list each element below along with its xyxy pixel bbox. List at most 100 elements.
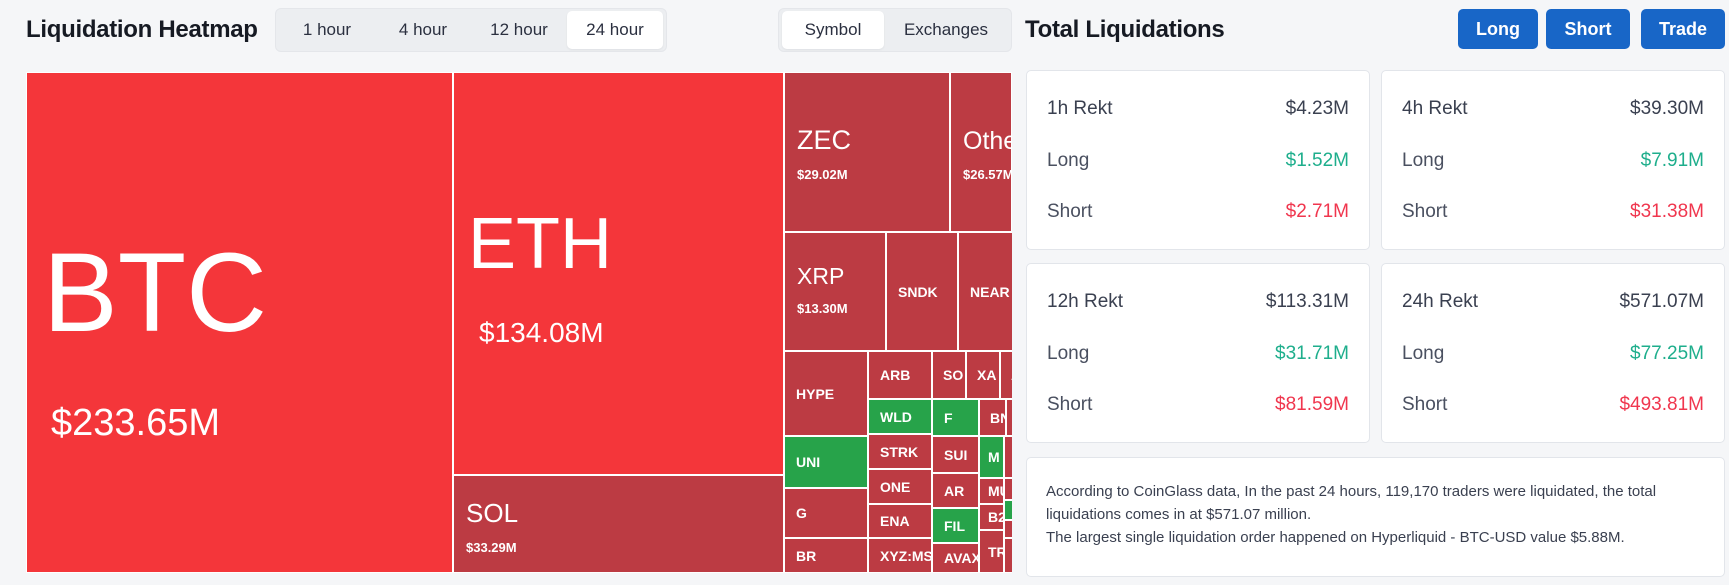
tab-4-hour[interactable]: 4 hour (398, 20, 448, 39)
long-value: $7.91M (1640, 150, 1704, 171)
treemap-cell-arb[interactable]: ARB (868, 351, 932, 399)
card-total: $39.30M (1630, 98, 1704, 119)
cell-value: $33.29M (466, 540, 517, 555)
treemap-cell-bn[interactable]: BN (979, 399, 1006, 436)
grouping-selector: Symbol Exchanges (778, 8, 1012, 52)
treemap-cell-p[interactable]: P (1004, 478, 1012, 500)
treemap-cell-br[interactable]: BR (784, 538, 868, 573)
cell-symbol: BR (796, 547, 817, 564)
card-title: 24h Rekt (1402, 291, 1479, 312)
cell-symbol: F (944, 409, 953, 426)
cell-symbol: NEAR (970, 283, 1010, 300)
treemap-cell-sui[interactable]: SUI (932, 436, 979, 473)
cell-symbol: Others (963, 127, 1011, 155)
cell-value: $233.65M (51, 402, 221, 444)
treemap-cell-wld[interactable]: WLD (868, 399, 932, 434)
treemap-cell-zec[interactable]: ZEC $29.02M (784, 72, 950, 232)
treemap-cell-eth[interactable]: ETH $134.08M (453, 72, 784, 475)
cell-value: $26.57M (963, 167, 1012, 182)
treemap-cell-avax[interactable]: AVAX (932, 543, 979, 573)
short-label: Short (1047, 201, 1093, 222)
long-label: Long (1047, 343, 1090, 364)
treemap-cell-b2[interactable]: B2 (979, 504, 1004, 530)
rekt-card-24h: 24h Rekt $571.07M Long $77.25M Short $493.8… (1381, 263, 1725, 443)
treemap-cell-sndk[interactable]: SNDK (886, 232, 958, 351)
treemap-cell-xyz-ms[interactable]: XYZ:MS (868, 538, 932, 573)
cell-symbol: AR (944, 482, 965, 499)
treemap-cell-m[interactable]: M (979, 436, 1004, 478)
card-total: $4.23M (1285, 98, 1349, 119)
tab-24-hour[interactable]: 24 hour (567, 11, 663, 49)
treemap-cell-xa[interactable]: XA (966, 351, 1000, 399)
short-label: Short (1402, 201, 1448, 222)
tab-exchanges[interactable]: Exchanges (903, 20, 989, 39)
treemap-cell-tr[interactable]: TR (979, 530, 1004, 573)
treemap-cell-ena[interactable]: ENA (868, 504, 932, 538)
long-label: Long (1402, 150, 1445, 171)
cell-symbol: ETH (468, 204, 612, 284)
treemap-cell-f[interactable]: F (932, 399, 979, 436)
cell-symbol: G (796, 505, 807, 521)
cell-symbol: ARB (880, 367, 911, 383)
cell-symbol: ZEC (797, 125, 851, 155)
cell-symbol: B2 (988, 509, 1003, 525)
short-value: $2.71M (1285, 201, 1349, 222)
cell-symbol: M (988, 449, 1000, 465)
timeframe-selector: 1 hour 4 hour 12 hour 24 hour (275, 8, 667, 52)
treemap-cell-uni[interactable]: UNI (784, 436, 868, 488)
cell-symbol: ONE (880, 478, 911, 495)
cell-symbol: XRP (797, 263, 845, 289)
cell-value: $29.02M (797, 167, 848, 182)
long-label: Long (1402, 343, 1445, 364)
treemap-cell-one[interactable]: ONE (868, 469, 932, 504)
rekt-card-1h: 1h Rekt $4.23M Long $1.52M Short $2.71M (1026, 70, 1370, 250)
treemap-cell-ar[interactable]: AR (932, 473, 979, 508)
cell-symbol: MU (988, 483, 1003, 499)
card-title: 12h Rekt (1047, 291, 1124, 312)
summary-line: The largest single liquidation order hap… (1046, 529, 1625, 546)
treemap-cell-near[interactable]: NEAR (958, 232, 1012, 351)
cell-symbol: SO (943, 367, 964, 383)
treemap-cell-sk[interactable]: SK (1006, 399, 1012, 436)
treemap-cell-so[interactable]: SO (932, 351, 966, 399)
tab-12-hour[interactable]: 12 hour (490, 20, 548, 39)
treemap-cell-xi[interactable]: XI (1004, 436, 1012, 478)
short-value: $493.81M (1619, 394, 1704, 415)
treemap-cell-fil[interactable]: FIL (932, 508, 979, 543)
short-label: Short (1047, 394, 1093, 415)
summary-line: According to CoinGlass data, In the past… (1046, 483, 1657, 523)
cell-symbol: AD (1011, 367, 1012, 383)
treemap-cell-ad[interactable]: AD (1000, 351, 1012, 399)
short-value: $31.38M (1630, 201, 1704, 222)
cell-symbol: WLD (880, 408, 912, 425)
cell-value: $13.30M (797, 301, 848, 316)
short-value: $81.59M (1275, 394, 1349, 415)
liquidation-treemap: BTC $233.65M ETH $134.08M SOL $33.29M ZE… (26, 72, 1012, 573)
long-value: $77.25M (1630, 343, 1704, 364)
cell-symbol: AVAX (944, 550, 979, 566)
card-total: $113.31M (1265, 291, 1349, 312)
long-button[interactable]: Long (1458, 9, 1538, 49)
treemap-cell-us[interactable]: US (1004, 538, 1012, 573)
trade-button[interactable]: Trade (1641, 9, 1725, 49)
treemap-cell-xrp[interactable]: XRP $13.30M (784, 232, 886, 351)
tab-symbol[interactable]: Symbol (782, 11, 884, 49)
card-title: 1h Rekt (1047, 98, 1113, 119)
total-liquidations-title: Total Liquidations (1025, 16, 1225, 43)
treemap-cell-strk[interactable]: STRK (868, 434, 932, 469)
treemap-cell-g[interactable]: G (784, 488, 868, 538)
long-value: $1.52M (1285, 150, 1349, 171)
treemap-cell-li[interactable]: LI (1004, 520, 1012, 538)
cell-symbol: STRK (880, 443, 919, 460)
cell-symbol: BN (990, 409, 1005, 426)
treemap-cell-btc[interactable]: BTC $233.65M (26, 72, 453, 573)
tab-1-hour[interactable]: 1 hour (302, 20, 352, 39)
treemap-cell-bo[interactable]: B( (1004, 500, 1012, 520)
heatmap-title: Liquidation Heatmap (26, 16, 258, 43)
treemap-cell-others[interactable]: Others $26.57M (950, 72, 1012, 232)
short-button[interactable]: Short (1546, 9, 1630, 49)
cell-symbol: UNI (796, 454, 821, 470)
treemap-cell-mu[interactable]: MU (979, 478, 1004, 504)
treemap-cell-hype[interactable]: HYPE (784, 351, 868, 436)
treemap-cell-sol[interactable]: SOL $33.29M (453, 475, 784, 573)
